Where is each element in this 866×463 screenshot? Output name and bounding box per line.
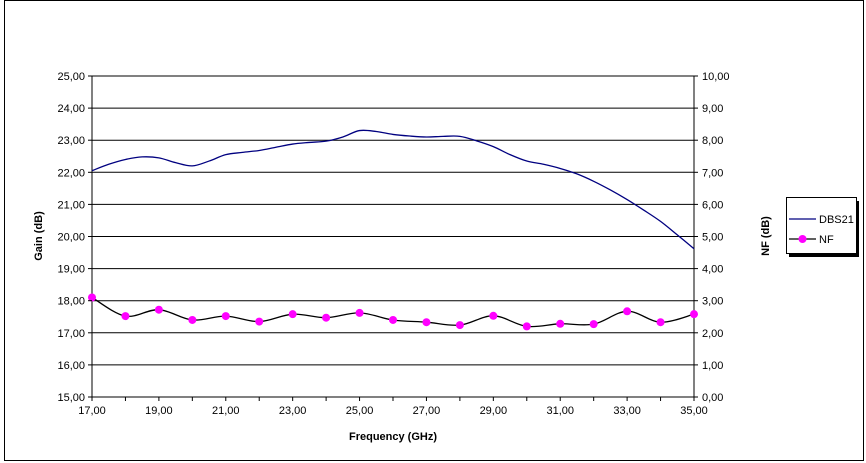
data-point-nf (656, 318, 665, 327)
data-point-nf (355, 308, 364, 317)
data-point-nf (422, 318, 431, 327)
x-tick-label: 29,00 (480, 405, 508, 417)
y-tick-label: 20,00 (57, 232, 85, 244)
x-axis-title: Frequency (GHz) (349, 431, 437, 443)
legend-dbs21-label: DBS21 (819, 214, 854, 226)
y2-tick-label: 1,00 (702, 360, 723, 372)
data-point-nf (389, 315, 397, 324)
y2-tick-label: 3,00 (702, 296, 723, 308)
x-tick-label: 31,00 (546, 405, 574, 417)
y-tick-label: 18,00 (57, 296, 85, 308)
grid-layer (92, 107, 694, 366)
y-tick-label: 24,00 (57, 103, 85, 115)
x-tick-label: 25,00 (346, 405, 374, 417)
x-tick-label: 19,00 (145, 405, 173, 417)
data-point-nf (589, 320, 598, 329)
data-point-nf (188, 315, 197, 324)
legend: DBS21 NF (786, 197, 859, 257)
x-tick-label: 27,00 (413, 405, 441, 417)
data-point-nf (154, 305, 163, 314)
y-tick-label: 25,00 (57, 71, 85, 83)
data-point-nf (556, 319, 565, 328)
data-point-nf (489, 311, 498, 320)
legend-nf-marker (798, 235, 807, 243)
y2-tick-label: 7,00 (702, 167, 723, 179)
y-axis-title: Gain (dB) (33, 211, 45, 261)
series-layer (88, 129, 698, 331)
x-tick-label: 35,00 (680, 405, 708, 417)
x-tick-label: 23,00 (279, 405, 307, 417)
data-point-nf (455, 321, 464, 330)
y2-tick-label: 6,00 (702, 199, 723, 211)
data-point-nf (255, 317, 264, 326)
x-tick-label: 33,00 (613, 405, 641, 417)
data-point-nf (690, 310, 698, 319)
tick-layer: 15,00 16,00 17,00 18,00 19,00 20,00 21,00 22,00… (57, 71, 729, 417)
y2-tick-label: 5,00 (702, 232, 723, 244)
legend-nf-label: NF (819, 234, 834, 246)
y-tick-label: 22,00 (57, 167, 85, 179)
legend-box (786, 197, 857, 254)
y2-tick-label: 4,00 (702, 264, 723, 276)
data-point-nf (221, 312, 230, 321)
y-tick-label: 16,00 (57, 360, 85, 372)
y-tick-label: 15,00 (57, 392, 85, 404)
y-tick-label: 17,00 (57, 328, 85, 340)
y2-tick-label: 9,00 (702, 103, 723, 115)
y-tick-label: 23,00 (57, 135, 85, 147)
y2-tick-label: 2,00 (702, 328, 723, 340)
data-point-nf (623, 307, 632, 316)
y2-axis-title: NF (dB) (760, 216, 772, 256)
y-tick-label: 19,00 (57, 264, 85, 276)
x-tick-label: 17,00 (78, 405, 106, 417)
x-tick-label: 21,00 (212, 405, 240, 417)
y-tick-label: 21,00 (57, 199, 85, 211)
data-point-nf (288, 310, 297, 319)
data-point-nf (121, 312, 130, 321)
y2-tick-label: 8,00 (702, 135, 723, 147)
data-point-nf (88, 293, 96, 302)
chart-outer-frame (4, 0, 864, 461)
data-point-nf (522, 322, 531, 331)
data-point-nf (322, 313, 331, 322)
y2-tick-label: 0,00 (702, 392, 723, 404)
series-line-dbs21 (91, 129, 695, 250)
y2-tick-label: 10,00 (702, 71, 730, 83)
